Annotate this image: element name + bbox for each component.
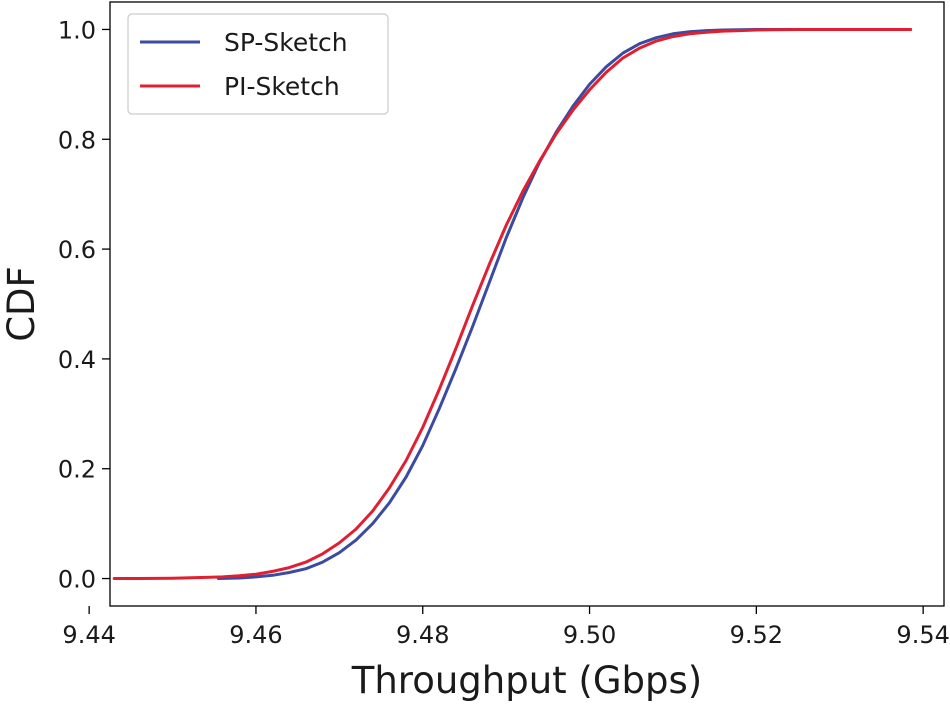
- x-tick-label: 9.46: [229, 621, 282, 649]
- y-axis-title: CDF: [0, 266, 43, 342]
- plot-lines: [112, 28, 913, 580]
- y-tick-label: 0.8: [58, 126, 96, 154]
- x-tick-label: 9.50: [563, 621, 616, 649]
- x-tick-label: 9.54: [896, 621, 949, 649]
- x-axis-title: Throughput (Gbps): [351, 659, 702, 702]
- legend-label: PI-Sketch: [224, 72, 340, 101]
- y-tick-label: 0.2: [58, 456, 96, 484]
- series-line-pi-sketch: [112, 28, 913, 580]
- plot-frame: [109, 1, 945, 607]
- y-tick-label: 1.0: [58, 16, 96, 44]
- y-tick-label: 0.4: [58, 346, 96, 374]
- y-axis: 0.0 0.2 0.4 0.6 0.8 1.0: [58, 16, 110, 594]
- y-tick-label: 0.0: [58, 566, 96, 594]
- legend: SP-Sketch PI-Sketch: [127, 13, 389, 115]
- x-tick-label: 9.52: [730, 621, 783, 649]
- legend-box: [127, 13, 389, 115]
- y-tick-label: 0.6: [58, 236, 96, 264]
- x-tick-label: 9.44: [62, 621, 115, 649]
- x-axis: 9.44 9.46 9.48 9.50 9.52 9.54: [62, 606, 950, 649]
- x-tick-label: 9.48: [396, 621, 449, 649]
- legend-label: SP-Sketch: [224, 28, 348, 57]
